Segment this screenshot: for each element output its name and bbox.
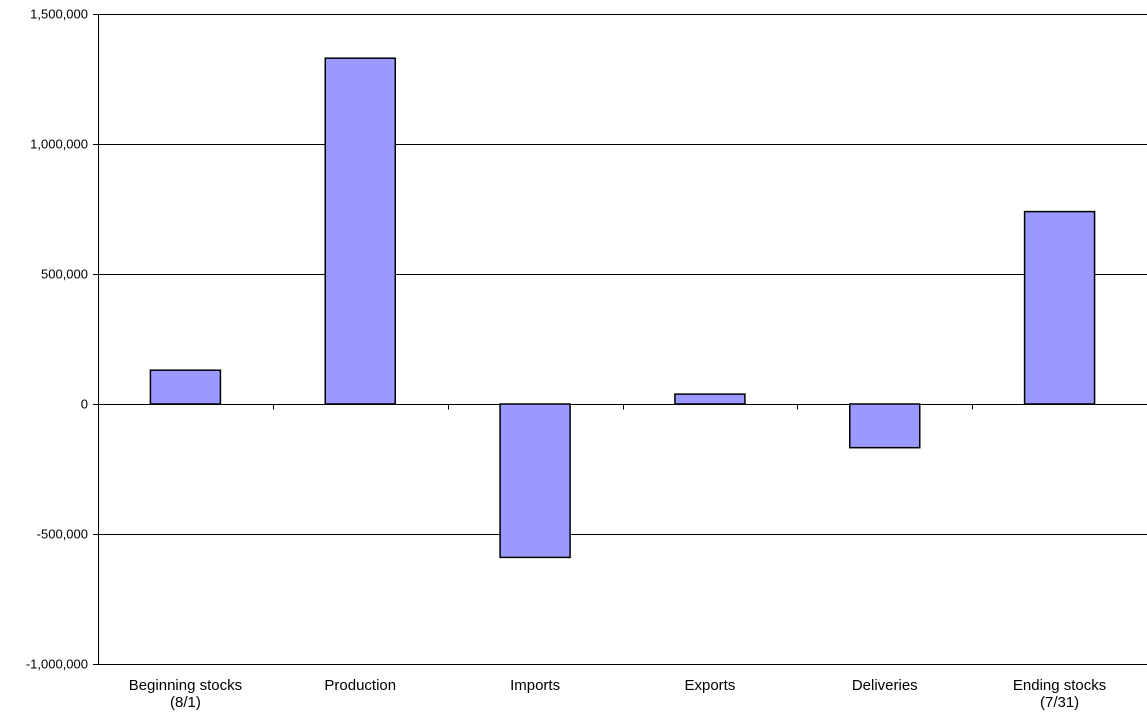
- bar: [149, 369, 222, 405]
- x-tick-label: Beginning stocks (8/1): [129, 677, 242, 711]
- bar: [849, 403, 921, 449]
- axes: [93, 14, 973, 665]
- y-tick-label: -1,000,000: [26, 657, 88, 672]
- y-tick-label: 1,500,000: [30, 7, 88, 22]
- y-tick-label: 1,000,000: [30, 137, 88, 152]
- x-tick-label: Ending stocks (7/31): [1013, 677, 1106, 711]
- bar: [324, 57, 396, 405]
- x-tick-labels: Beginning stocks (8/1) Production Imports Ex…: [129, 677, 1107, 711]
- y-tick-label: -500,000: [37, 527, 88, 542]
- x-tick-label: Imports: [510, 677, 560, 694]
- bars: [149, 57, 1096, 559]
- bar: [1023, 210, 1096, 405]
- bar: [499, 403, 571, 559]
- y-tick-labels: -1,000,000 -500,000 0 500,000 1,000,000 1,500…: [26, 7, 88, 672]
- gridlines: [98, 14, 1147, 665]
- x-tick-label: Deliveries: [852, 677, 918, 694]
- bar: [674, 393, 746, 405]
- y-tick-label: 0: [81, 397, 88, 412]
- y-tick-label: 500,000: [41, 267, 88, 282]
- x-tick-label: Production: [324, 677, 396, 694]
- x-tick-label: Exports: [684, 677, 735, 694]
